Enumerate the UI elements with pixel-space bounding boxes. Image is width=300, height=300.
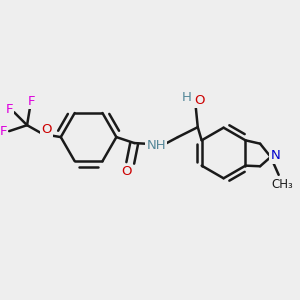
Text: CH₃: CH₃ (272, 178, 293, 191)
Text: H: H (182, 91, 192, 104)
Text: O: O (194, 94, 205, 107)
Text: O: O (42, 123, 52, 136)
Text: O: O (121, 165, 132, 178)
Text: F: F (5, 103, 13, 116)
Text: F: F (0, 124, 7, 138)
Text: N: N (271, 149, 281, 163)
Text: F: F (27, 95, 35, 108)
Text: NH: NH (146, 139, 166, 152)
